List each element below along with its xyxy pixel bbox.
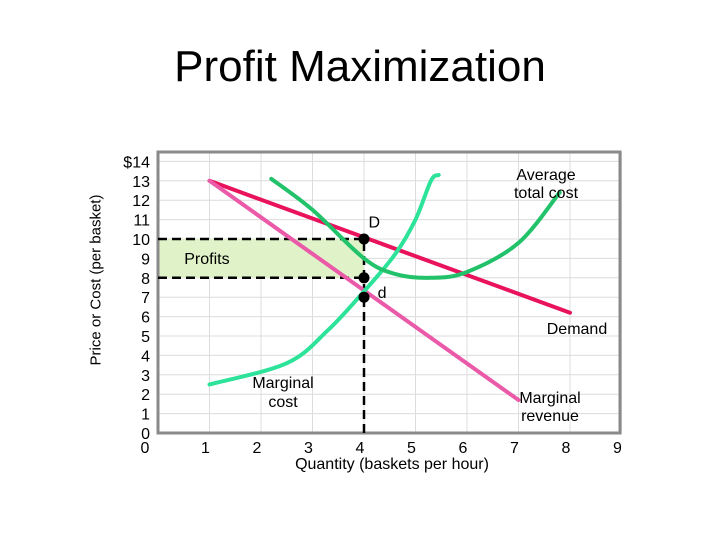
- y-tick-label: 4: [141, 348, 150, 365]
- y-tick-label: 5: [141, 329, 150, 346]
- point-label-D: D: [369, 214, 381, 231]
- y-tick-label: 10: [132, 232, 150, 249]
- x-tick-label: 3: [304, 440, 313, 457]
- x-tick-label: 1: [201, 440, 210, 457]
- x-tick-label: 5: [407, 440, 416, 457]
- plot-frame: [156, 150, 622, 435]
- x-tick-label: 7: [510, 440, 519, 457]
- marginal-revenue-label-line2: revenue: [521, 408, 579, 425]
- y-tick-label: $14: [123, 154, 150, 171]
- point-label-d: d: [378, 285, 387, 302]
- y-tick-label: 9: [141, 251, 150, 268]
- average-total-cost-label-line2: total cost: [514, 185, 579, 202]
- y-tick-label: 13: [132, 174, 150, 191]
- average-total-cost-label-line1: Average: [516, 167, 575, 184]
- x-tick-label: 9: [613, 440, 622, 457]
- demand-curve: [207, 178, 572, 315]
- x-tick-label: 6: [459, 440, 468, 457]
- marginal-revenue-label-line1: Marginal: [519, 390, 580, 407]
- data-point: [358, 233, 370, 245]
- x-tick-label: 2: [253, 440, 262, 457]
- y-tick-label: 8: [141, 271, 150, 288]
- x-tick-label: 8: [562, 440, 571, 457]
- y-tick-label: 11: [133, 213, 150, 230]
- demand-label: Demand: [547, 321, 607, 338]
- x-tick-label: 0: [141, 440, 150, 457]
- y-tick-label: 6: [141, 310, 150, 327]
- x-axis-label: Quantity (baskets per hour): [295, 456, 489, 473]
- marginal-cost-label-line2: cost: [268, 394, 298, 411]
- data-point: [358, 291, 370, 303]
- y-tick-label: 1: [141, 407, 150, 424]
- data-point: [358, 272, 370, 284]
- y-tick-label: 0: [141, 426, 150, 443]
- x-tick-label: 4: [356, 440, 365, 457]
- profit-region: [158, 239, 364, 278]
- y-tick-label: 3: [141, 368, 150, 385]
- profits-label: Profits: [184, 251, 229, 268]
- y-tick-label: 7: [141, 290, 150, 307]
- chart-title: Profit Maximization: [174, 42, 546, 91]
- marginal-cost-label-line1: Marginal: [252, 375, 313, 392]
- y-tick-label: 12: [132, 193, 150, 210]
- marginal-cost-curve: [207, 172, 441, 387]
- y-tick-label: 2: [141, 387, 150, 404]
- average-total-cost-curve: [269, 176, 562, 280]
